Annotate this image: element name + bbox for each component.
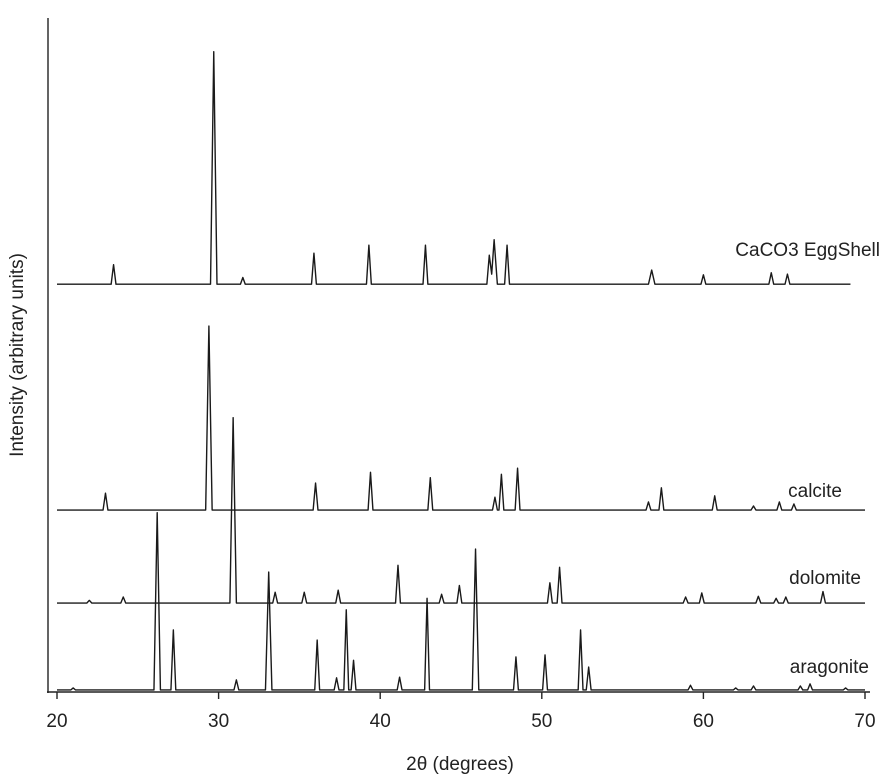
x-tick-label: 50 bbox=[531, 711, 552, 732]
y-axis-title: Intensity (arbitrary units) bbox=[7, 253, 28, 457]
xrd-trace bbox=[57, 325, 865, 511]
series-label: CaCO3 EggShell bbox=[735, 240, 880, 261]
x-tick-label: 60 bbox=[693, 711, 714, 732]
x-tick-label: 30 bbox=[208, 711, 229, 732]
x-axis-title: 2θ (degrees) bbox=[406, 754, 514, 775]
series-label: calcite bbox=[788, 481, 842, 502]
series-label: aragonite bbox=[790, 657, 869, 678]
xrd-trace bbox=[57, 51, 851, 285]
x-tick-label: 20 bbox=[46, 711, 67, 732]
x-tick-label: 70 bbox=[854, 711, 875, 732]
xrd-trace bbox=[57, 512, 865, 691]
x-tick-label: 40 bbox=[370, 711, 391, 732]
xrd-trace bbox=[57, 416, 865, 604]
series-label: dolomite bbox=[789, 568, 861, 589]
